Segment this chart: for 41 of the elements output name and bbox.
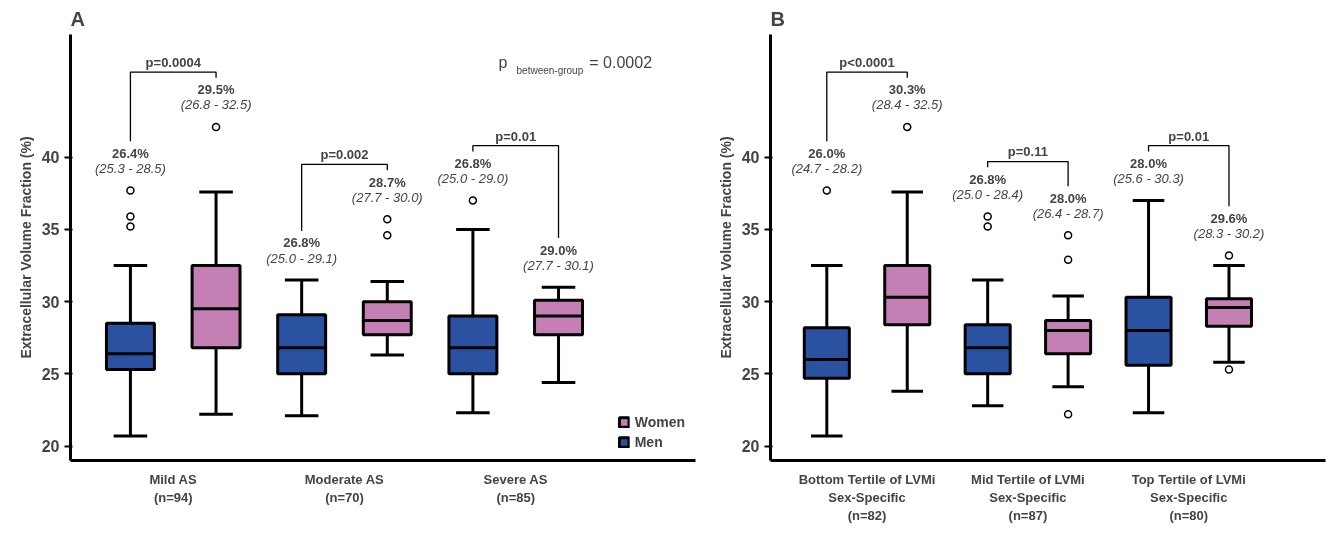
y-tick-label: 30: [741, 293, 760, 311]
annotation: p=0.01: [1168, 128, 1210, 144]
y-tick-label: 20: [741, 438, 760, 456]
text: 28.0% (26.4 - 28.7): [1032, 190, 1104, 221]
annotation: p between-group = 0.0002: [498, 53, 653, 76]
legend-label: Women: [634, 414, 685, 430]
x-tick-label: Top Tertile of LVMi Sex-Specific (n=80): [1131, 471, 1246, 523]
text: 26.8% (25.0 - 29.1): [266, 235, 338, 266]
text: 28.0% (25.6 - 30.3): [1113, 155, 1184, 187]
text: 29.6% (28.3 - 30.2): [1193, 210, 1265, 241]
annotation: p=0.01: [495, 128, 537, 144]
annotation: p=0.002: [320, 147, 369, 163]
text: 26.8% (25.0 - 29.0): [437, 155, 509, 187]
y-tick-label: 25: [741, 365, 760, 383]
y-tick-label: 40: [41, 149, 60, 167]
x-tick-label: Moderate AS (n=70): [304, 471, 385, 505]
chart-title: A: [70, 7, 85, 30]
y-tick-label: 30: [41, 293, 60, 311]
x-tick-label: Severe AS (n=85): [483, 471, 548, 505]
annotation: p<0.0001: [839, 54, 895, 70]
x-tick-label: Mild AS (n=94): [149, 471, 197, 505]
y-axis-title: Extracellular Volume Fraction (%): [17, 136, 34, 359]
legend-label: Men: [634, 434, 663, 450]
y-tick-label: 35: [741, 221, 760, 239]
y-tick-label: 20: [41, 438, 60, 456]
text: 26.8% (25.0 - 28.4): [952, 171, 1024, 203]
text: 29.5% (26.8 - 32.5): [180, 82, 252, 113]
y-tick-label: 25: [41, 365, 60, 383]
text: 29.0% (27.7 - 30.1): [523, 242, 594, 273]
text: 30.3% (28.4 - 32.5): [871, 82, 943, 113]
x-tick-label: Bottom Tertile of LVMi Sex-Specific (n=82): [798, 471, 936, 523]
y-tick-label: 40: [741, 149, 760, 167]
x-tick-label: Mid Tertile of LVMi Sex-Specific (n=87): [971, 471, 1085, 523]
chart-title: B: [770, 7, 785, 30]
y-axis-title: Extracellular Volume Fraction (%): [717, 136, 734, 359]
annotation: p=0.0004: [145, 54, 202, 70]
text: 28.7% (27.7 - 30.0): [351, 174, 423, 205]
text: 26.4% (25.3 - 28.5): [95, 145, 166, 177]
y-tick-label: 35: [41, 221, 60, 239]
annotation: p=0.11: [1007, 144, 1048, 160]
text: 26.0% (24.7 - 28.2): [791, 145, 863, 177]
